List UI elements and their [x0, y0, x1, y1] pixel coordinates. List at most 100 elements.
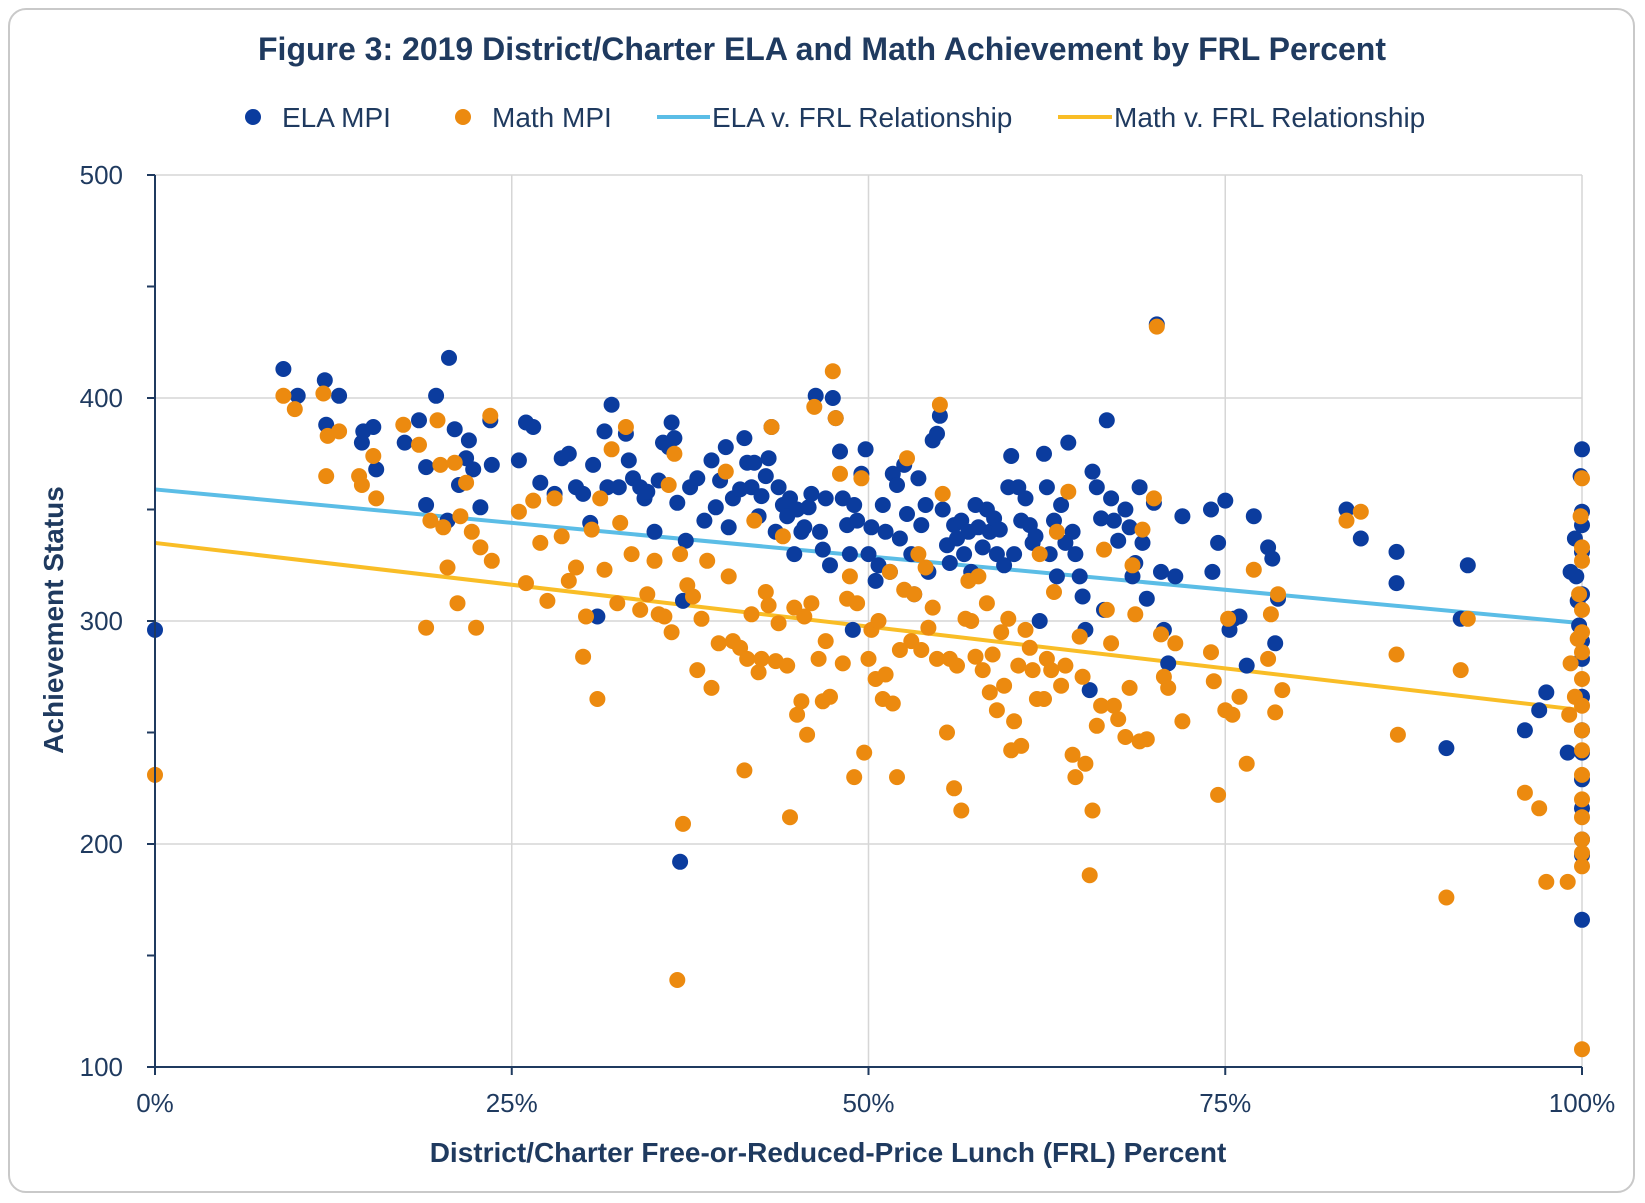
math-point [472, 539, 489, 556]
y-tick-label: 400 [80, 383, 123, 413]
math-point [1057, 657, 1074, 674]
ela-point [877, 523, 894, 540]
math-point [458, 474, 475, 491]
ela-point [1060, 434, 1077, 451]
math-point [929, 650, 945, 667]
ela-point [1438, 740, 1455, 757]
math-point [1574, 742, 1590, 759]
math-point [578, 608, 594, 625]
math-point [1338, 512, 1355, 529]
math-point [877, 666, 894, 683]
math-point [760, 597, 777, 614]
ela-point [1264, 550, 1281, 567]
math-point [1203, 644, 1219, 661]
math-point [689, 662, 706, 679]
ela-point [677, 532, 694, 549]
math-point [429, 412, 446, 429]
math-point [666, 445, 683, 462]
math-point [739, 650, 756, 667]
ela-point [446, 421, 463, 438]
ela-point [460, 432, 477, 449]
math-point [1574, 470, 1590, 487]
math-point [1572, 508, 1589, 525]
ela-point [917, 497, 934, 513]
math-point [1231, 688, 1248, 705]
math-point [1060, 483, 1077, 500]
math-point [963, 613, 980, 629]
ela-point [418, 459, 435, 476]
math-point [974, 662, 991, 679]
math-point [703, 679, 720, 696]
ela-point [913, 517, 930, 534]
ela-point [1121, 519, 1138, 536]
math-point [949, 657, 965, 674]
math-point [1270, 586, 1286, 603]
x-tick-label: 100% [1549, 1088, 1616, 1118]
math-point [1145, 490, 1162, 507]
math-point [1110, 711, 1127, 728]
math-point [660, 477, 677, 493]
ela-point [1167, 568, 1184, 585]
math-point [1559, 873, 1576, 890]
math-point [483, 552, 500, 569]
ela-point [1134, 534, 1151, 551]
math-point [1574, 844, 1590, 861]
ela-point [585, 456, 602, 473]
math-point [1220, 610, 1237, 627]
ela-point [824, 390, 841, 406]
math-point [996, 677, 1013, 694]
math-point [1017, 621, 1034, 638]
ela-point [1160, 655, 1177, 672]
math-point [623, 546, 640, 563]
math-point [1121, 679, 1138, 696]
math-point [799, 726, 816, 743]
x-axis-title: District/Charter Free-or-Reduced-Price L… [430, 1137, 1227, 1168]
ela-point [753, 488, 770, 505]
ela-point [1568, 568, 1585, 585]
math-point [796, 608, 813, 625]
ela-point [620, 452, 637, 469]
math-point [810, 650, 827, 667]
math-point [1096, 541, 1112, 558]
math-point [1352, 503, 1369, 520]
math-point [1574, 644, 1590, 661]
ela-point [646, 523, 663, 540]
chart-title: Figure 3: 2019 District/Charter ELA and … [258, 31, 1386, 67]
math-point [1000, 610, 1017, 627]
ela-point [1210, 534, 1227, 551]
ela-point [736, 430, 753, 447]
math-point [568, 559, 584, 576]
ela-point [832, 443, 848, 460]
math-point [510, 503, 527, 520]
ela-point [1531, 702, 1548, 719]
ela-point [1574, 911, 1590, 928]
ela-point [1388, 575, 1405, 592]
math-point [884, 695, 901, 712]
math-point [315, 385, 332, 402]
math-point [841, 568, 858, 585]
math-point [368, 490, 385, 507]
math-point [1574, 624, 1590, 641]
math-point [589, 691, 606, 707]
ela-point [1081, 682, 1098, 699]
ela-point [510, 452, 527, 469]
ela-point [1110, 532, 1127, 549]
math-point [546, 490, 563, 507]
ela-point [1064, 523, 1081, 540]
ela-point [1003, 448, 1020, 464]
math-point [1093, 697, 1110, 714]
ela-point [672, 853, 689, 870]
math-point [1574, 539, 1590, 556]
ela-point [746, 454, 763, 471]
math-point [849, 595, 866, 612]
math-point [525, 492, 542, 509]
ela-point [275, 361, 292, 377]
math-point [757, 584, 774, 600]
math-point [1053, 677, 1070, 694]
ela-point [822, 557, 838, 574]
math-point [946, 780, 963, 797]
math-point [439, 559, 456, 576]
ela-point [1267, 635, 1284, 652]
ela-point [1027, 528, 1044, 545]
ela-point [1117, 501, 1134, 518]
